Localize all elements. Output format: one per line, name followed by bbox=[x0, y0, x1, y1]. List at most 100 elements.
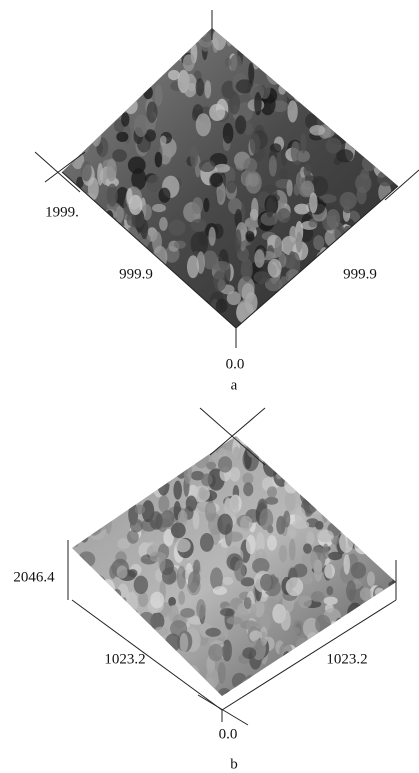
surface-bump bbox=[278, 659, 294, 678]
surface-bump bbox=[337, 32, 346, 43]
surface-bump bbox=[371, 634, 379, 645]
surface-bump bbox=[101, 602, 107, 613]
surface-bump bbox=[230, 54, 242, 73]
surface-bump bbox=[342, 87, 351, 104]
surface-bump bbox=[67, 674, 82, 691]
surface-bump bbox=[86, 82, 97, 101]
surface-bump bbox=[286, 269, 301, 283]
surface-bump bbox=[72, 529, 81, 537]
surface-bump bbox=[324, 597, 338, 605]
surface-bump bbox=[150, 285, 156, 304]
surface-bump bbox=[134, 37, 141, 46]
surface-bump bbox=[123, 440, 139, 452]
surface-bump bbox=[277, 208, 290, 223]
surface-bump bbox=[85, 119, 99, 137]
surface-bump bbox=[362, 507, 368, 525]
surface-bump bbox=[243, 482, 253, 496]
surface-bump bbox=[270, 427, 281, 440]
surface-bump bbox=[390, 296, 402, 317]
surface-bump bbox=[328, 73, 345, 88]
surface-bump bbox=[377, 170, 395, 186]
surface-bump bbox=[220, 608, 235, 616]
surface-bump bbox=[137, 287, 146, 301]
surface-bump bbox=[387, 463, 399, 478]
surface-bump bbox=[71, 629, 88, 647]
surface-bump bbox=[78, 442, 85, 462]
surface-bump bbox=[362, 490, 372, 510]
surface-bump bbox=[64, 272, 80, 287]
surface-bump bbox=[278, 85, 286, 95]
surface-bump bbox=[80, 530, 89, 542]
surface-bump bbox=[180, 608, 195, 618]
surface-bump bbox=[212, 28, 226, 50]
surface-bump bbox=[381, 29, 398, 39]
surface-bump bbox=[118, 677, 133, 693]
surface-bump bbox=[104, 434, 118, 455]
surface-bump bbox=[90, 575, 107, 594]
surface-bump bbox=[284, 476, 298, 494]
surface-bump bbox=[369, 103, 378, 123]
surface-bump bbox=[91, 250, 102, 268]
surface-bump bbox=[115, 206, 123, 223]
surface-bump bbox=[371, 314, 386, 333]
surface-bump bbox=[302, 437, 319, 455]
surface-bump bbox=[380, 109, 386, 129]
surface-bump bbox=[111, 249, 126, 261]
surface-bump bbox=[149, 24, 158, 33]
surface-bump bbox=[366, 215, 382, 225]
surface-bump bbox=[375, 588, 384, 597]
surface-bump bbox=[143, 86, 153, 99]
surface-bump bbox=[188, 571, 199, 593]
surface-bump bbox=[360, 587, 372, 600]
surface-bump bbox=[185, 665, 199, 682]
surface-bump bbox=[341, 50, 350, 69]
surface-bump bbox=[152, 204, 166, 212]
surface-bump bbox=[359, 536, 366, 544]
surface-bump bbox=[122, 430, 131, 444]
surface-bump bbox=[89, 520, 106, 540]
surface-bump bbox=[85, 449, 92, 466]
surface-bump bbox=[348, 640, 364, 651]
surface-bump bbox=[67, 438, 82, 461]
surface-bump bbox=[291, 473, 309, 488]
surface-bump bbox=[363, 510, 373, 531]
surface-bump bbox=[317, 300, 331, 323]
surface-bump bbox=[139, 672, 154, 684]
surface-bump bbox=[358, 289, 368, 304]
surface-bump bbox=[73, 24, 83, 34]
surface-bump bbox=[290, 296, 306, 310]
surface-bump bbox=[293, 455, 307, 467]
surface-bump bbox=[91, 123, 101, 147]
surface-bump bbox=[77, 678, 87, 690]
surface-bump bbox=[302, 473, 313, 481]
surface-bump bbox=[232, 687, 247, 700]
surface-bump bbox=[244, 597, 251, 609]
surface-bump bbox=[138, 592, 148, 607]
surface-bump bbox=[129, 309, 139, 317]
surface-bump bbox=[294, 62, 310, 73]
surface-bump bbox=[365, 106, 374, 114]
surface-bump bbox=[377, 461, 387, 475]
surface-bump bbox=[293, 35, 308, 46]
surface-bump bbox=[307, 632, 318, 643]
surface-bump bbox=[165, 470, 174, 479]
surface-bump bbox=[362, 106, 372, 130]
surface-bump bbox=[290, 34, 304, 49]
surface-bump bbox=[381, 259, 389, 271]
surface-bump bbox=[101, 268, 107, 291]
surface-bump bbox=[258, 17, 266, 39]
surface-bump bbox=[112, 149, 127, 162]
surface-bump bbox=[104, 453, 111, 475]
surface-bump bbox=[168, 220, 185, 236]
surface-bump bbox=[109, 314, 121, 323]
surface-bump bbox=[77, 478, 86, 487]
surface-bump bbox=[286, 577, 304, 596]
surface-bump bbox=[121, 298, 139, 306]
surface-bump bbox=[374, 234, 391, 247]
surface-bump bbox=[303, 543, 312, 553]
surface-bump bbox=[325, 113, 343, 128]
panel-label: a bbox=[231, 377, 238, 393]
surface-bump bbox=[90, 215, 106, 228]
surface-bump bbox=[328, 253, 345, 266]
surface-bump bbox=[227, 617, 243, 625]
